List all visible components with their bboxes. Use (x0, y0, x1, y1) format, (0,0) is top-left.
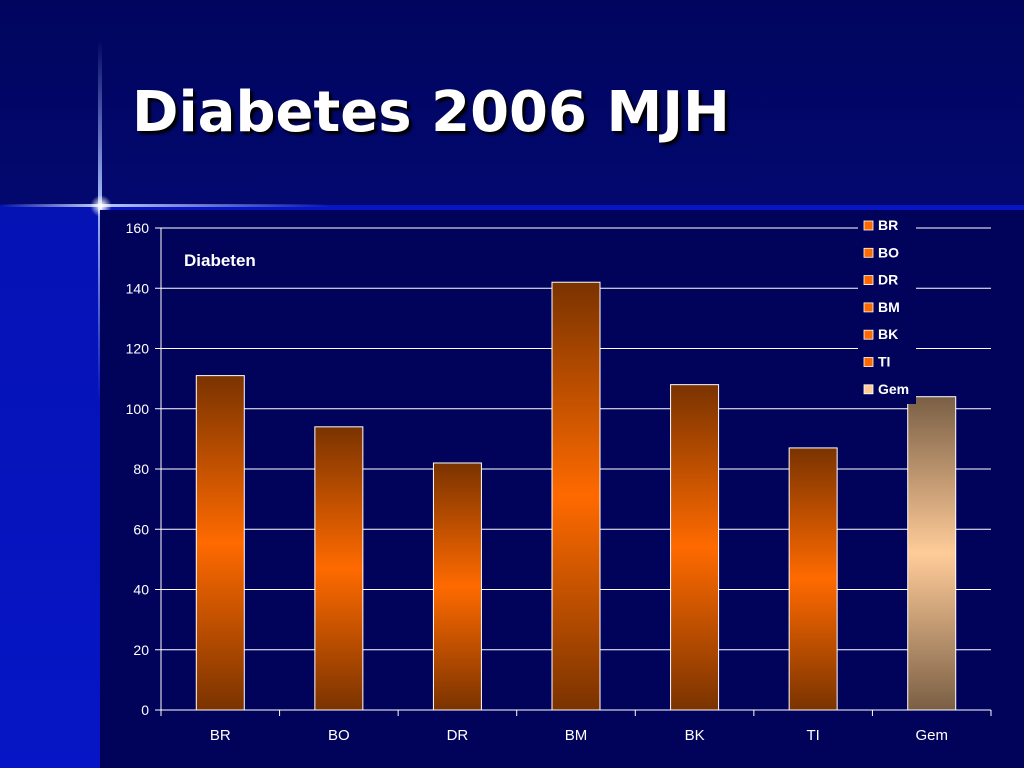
legend-label: BR (878, 217, 898, 233)
legend-swatch (863, 247, 874, 258)
y-tick-label: 60 (133, 521, 149, 537)
bar-bm (551, 281, 601, 711)
legend-label: DR (878, 272, 898, 288)
legend-label: BK (878, 326, 898, 342)
horizontal-glow-line (0, 204, 330, 207)
legend-label: Gem (878, 381, 909, 397)
x-tick-label: TI (806, 727, 819, 744)
y-tick-label: 100 (126, 401, 150, 417)
x-tick-label: BO (328, 727, 350, 744)
legend-swatch (863, 329, 874, 340)
slide-left-band (0, 205, 100, 768)
legend-swatch (863, 302, 874, 313)
x-tick-label: BM (565, 727, 588, 744)
y-tick-label: 0 (141, 702, 149, 718)
bar-dr (432, 462, 482, 711)
bar-ti (788, 447, 838, 711)
legend-label: BO (878, 244, 899, 260)
bar-br (195, 375, 245, 711)
x-tick-label: BK (685, 727, 705, 744)
legend-label: TI (878, 354, 890, 370)
chart-panel: 0 20 40 60 80 100 120 140 160 BR BO DR BM BK TI Gem Diab… (100, 210, 1024, 768)
x-tick-label: BR (210, 727, 231, 744)
x-tick-label: Gem (915, 727, 948, 744)
y-tick-label: 140 (126, 280, 150, 296)
legend-swatch (863, 384, 874, 395)
y-tick-label: 80 (133, 461, 149, 477)
legend-swatch (863, 275, 874, 285)
bar-bk (670, 384, 720, 711)
x-tick-label: DR (447, 727, 469, 744)
bar-gem (907, 396, 957, 711)
bar-chart: 0 20 40 60 80 100 120 140 160 BR BO DR BM BK TI Gem Diab… (126, 212, 992, 744)
y-tick-label: 40 (133, 582, 149, 598)
y-tick-label: 160 (126, 220, 150, 236)
y-tick-label: 20 (133, 642, 149, 658)
legend-swatch (863, 220, 874, 231)
bar-bo (314, 426, 364, 711)
legend-swatch (863, 357, 874, 367)
chart-title: Diabeten (184, 251, 256, 270)
y-tick-label: 120 (126, 341, 150, 357)
slide-title: Diabetes 2006 MJH (132, 80, 730, 145)
legend-label: BM (878, 299, 900, 315)
